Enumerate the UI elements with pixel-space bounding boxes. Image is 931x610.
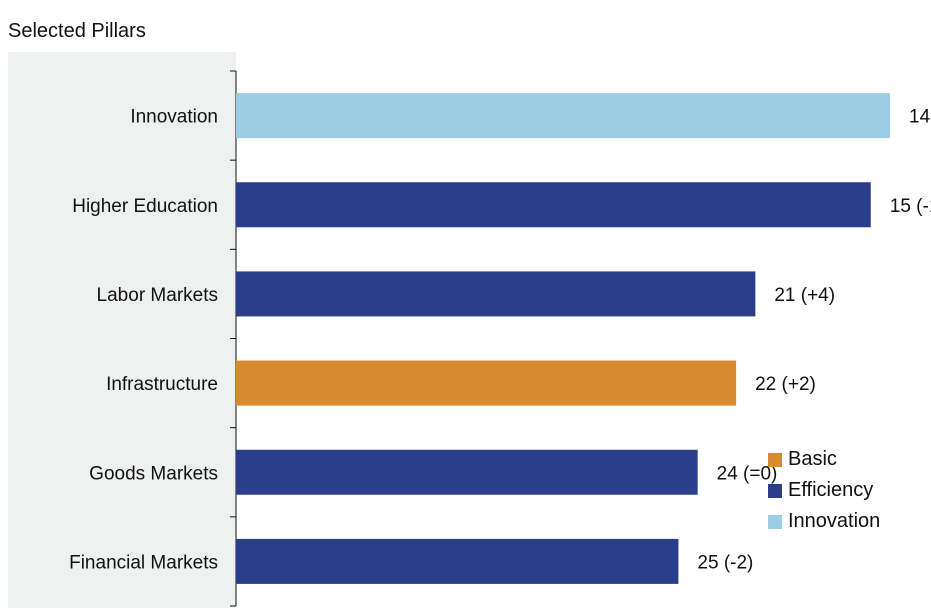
legend-label-innovation: Innovation: [788, 510, 881, 532]
value-label: 24 (=0): [717, 463, 778, 484]
legend-item-innovation: Innovation: [768, 506, 880, 537]
category-label: Goods Markets: [89, 463, 218, 484]
value-label: 21 (+4): [774, 285, 835, 306]
chart-title: Selected Pillars: [8, 20, 146, 42]
category-label: Financial Markets: [69, 552, 218, 573]
value-label: 14 (+1): [909, 107, 931, 128]
bar-financial-markets: [236, 538, 679, 584]
category-label: Innovation: [130, 107, 218, 128]
bar-higher-education: [236, 182, 871, 228]
legend: Basic Efficiency Innovation: [768, 444, 880, 537]
bar-labor-markets: [236, 271, 756, 317]
category-label: Labor Markets: [97, 285, 218, 306]
value-label: 15 (-1): [890, 196, 931, 217]
legend-swatch-efficiency: [768, 483, 782, 498]
value-label: 25 (-2): [697, 552, 753, 573]
value-label: 22 (+2): [755, 374, 816, 395]
category-label: Higher Education: [72, 196, 218, 217]
bar-goods-markets: [236, 449, 698, 495]
bar-innovation: [236, 93, 890, 139]
category-label: Infrastructure: [106, 374, 218, 395]
legend-swatch-innovation: [768, 514, 782, 529]
legend-label-basic: Basic: [788, 448, 837, 470]
category-label-panel: [8, 52, 236, 608]
legend-item-efficiency: Efficiency: [768, 475, 880, 506]
legend-item-basic: Basic: [768, 444, 880, 475]
legend-swatch-basic: [768, 452, 782, 467]
legend-label-efficiency: Efficiency: [788, 479, 874, 501]
bar-infrastructure: [236, 360, 737, 406]
